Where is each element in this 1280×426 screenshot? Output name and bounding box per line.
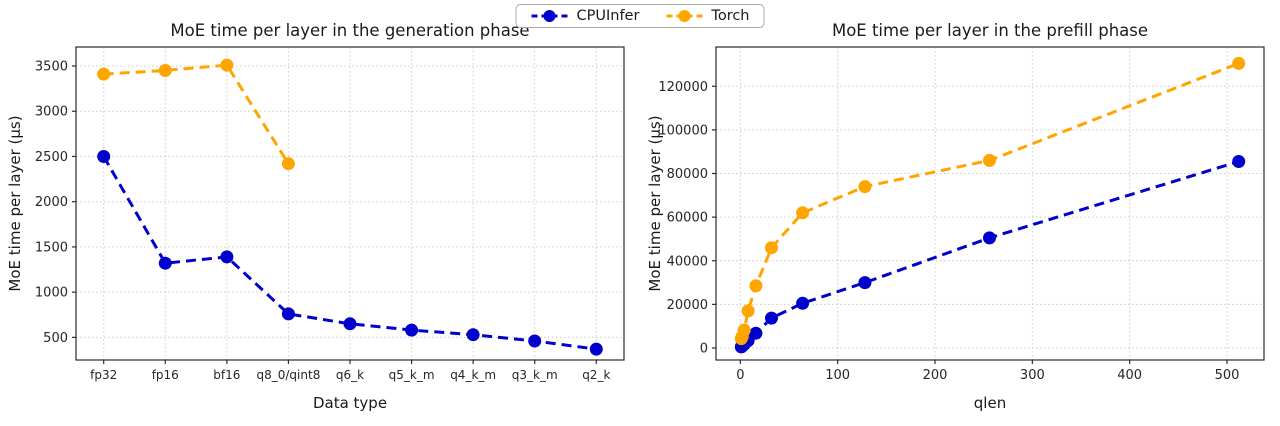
- data-point-torch: [737, 323, 751, 337]
- prefill-phase-chart: 0 100 200 300 400 500 0 20000 40000 60000 80000 100…: [646, 21, 1265, 412]
- y-axis-label: MoE time per layer (µs): [6, 115, 24, 291]
- data-point-cpuinfer: [796, 296, 810, 310]
- data-point-torch: [158, 64, 172, 77]
- x-tick-label: bf16: [213, 368, 240, 382]
- y-tick-label: 60000: [667, 211, 708, 226]
- data-point-cpuinfer: [281, 307, 295, 321]
- x-tick-label: q6_k: [336, 368, 364, 382]
- x-tick-label: fp16: [152, 368, 179, 382]
- data-point-cpuinfer: [97, 150, 111, 163]
- x-tick-label: 100: [825, 368, 850, 383]
- y-tick-label: 3000: [35, 105, 68, 120]
- y-tick-label: 2500: [35, 150, 68, 165]
- x-tick-label: q4_k_m: [450, 368, 496, 382]
- data-point-cpuinfer: [405, 323, 419, 337]
- x-axis-label: qlen: [974, 394, 1006, 412]
- legend-item-torch: Torch: [665, 8, 750, 24]
- x-tick-label: 0: [736, 368, 744, 383]
- legend-label-cpuinfer: CPUInfer: [576, 8, 640, 24]
- generation-phase-chart: fp32 fp16 bf16 q8_0/qint8 q6_k q5_k_m q4_k_m q3…: [6, 21, 625, 412]
- y-tick-label: 1000: [35, 286, 68, 301]
- prefill-chart-panel: 0 100 200 300 400 500 0 20000 40000 60000 80000 100…: [640, 0, 1280, 426]
- y-tick-label: 120000: [658, 80, 708, 95]
- x-tick-label: 200: [923, 368, 948, 383]
- x-tick-label: fp32: [90, 368, 117, 382]
- x-tick-label: 500: [1215, 368, 1240, 383]
- data-point-cpuinfer: [765, 311, 778, 325]
- legend-sample-cpuinfer: [530, 8, 568, 24]
- data-point-torch: [1232, 56, 1246, 70]
- series-line-cpuinfer: [102, 155, 597, 351]
- y-tick-label: 500: [43, 331, 68, 346]
- y-tick-label: 1500: [35, 240, 68, 255]
- data-point-torch: [796, 206, 810, 220]
- legend: CPUInfer Torch: [515, 4, 765, 28]
- x-tick-label: 400: [1117, 368, 1142, 383]
- series-line-cpuinfer: [740, 160, 1240, 349]
- data-point-cpuinfer: [983, 231, 996, 245]
- legend-marker-torch: [678, 10, 691, 22]
- x-tick-label: q8_0/qint8: [257, 368, 321, 382]
- data-point-cpuinfer: [220, 250, 234, 264]
- data-point-torch: [858, 180, 872, 194]
- y-tick-label: 0: [700, 342, 708, 357]
- x-tick-label: 300: [1020, 368, 1045, 383]
- legend-item-cpuinfer: CPUInfer: [530, 8, 639, 24]
- x-tick-label: q5_k_m: [389, 368, 435, 382]
- x-tick-label: q2_k: [582, 368, 610, 382]
- x-axis-label: Data type: [313, 394, 387, 412]
- generation-chart-panel: fp32 fp16 bf16 q8_0/qint8 q6_k q5_k_m q4_k_m q3…: [6, 21, 625, 412]
- series-line-torch: [103, 63, 290, 165]
- data-point-cpuinfer: [466, 328, 480, 342]
- data-point-torch: [220, 58, 234, 72]
- data-point-cpuinfer: [1232, 155, 1246, 168]
- legend-label-torch: Torch: [711, 8, 750, 24]
- y-tick-label: 40000: [667, 254, 708, 269]
- data-point-cpuinfer: [528, 334, 542, 348]
- data-point-torch: [741, 304, 755, 318]
- data-point-torch: [765, 241, 778, 255]
- y-tick-label: 3500: [35, 59, 68, 74]
- data-point-cpuinfer: [858, 276, 872, 290]
- series-line-torch: [739, 62, 1240, 340]
- plot-frame: [715, 46, 1265, 361]
- y-tick-label: 2000: [35, 195, 68, 210]
- chart-title: MoE time per layer in the generation pha…: [170, 21, 529, 40]
- data-point-torch: [749, 279, 763, 293]
- data-point-torch: [983, 153, 996, 167]
- data-point-cpuinfer: [158, 256, 172, 270]
- data-point-torch: [97, 67, 111, 81]
- y-axis-label: MoE time per layer (µs): [646, 115, 664, 291]
- y-tick-label: 100000: [658, 123, 708, 138]
- chart-title: MoE time per layer in the prefill phase: [832, 21, 1148, 40]
- y-tick-label: 80000: [667, 167, 708, 182]
- legend-sample-torch: [665, 8, 703, 24]
- y-tick-label: 20000: [667, 298, 708, 313]
- data-point-cpuinfer: [589, 342, 603, 356]
- x-tick-label: q3_k_m: [512, 368, 558, 382]
- data-point-torch: [281, 157, 295, 171]
- legend-marker-cpuinfer: [543, 10, 556, 22]
- data-point-cpuinfer: [749, 326, 763, 340]
- data-point-cpuinfer: [343, 317, 357, 331]
